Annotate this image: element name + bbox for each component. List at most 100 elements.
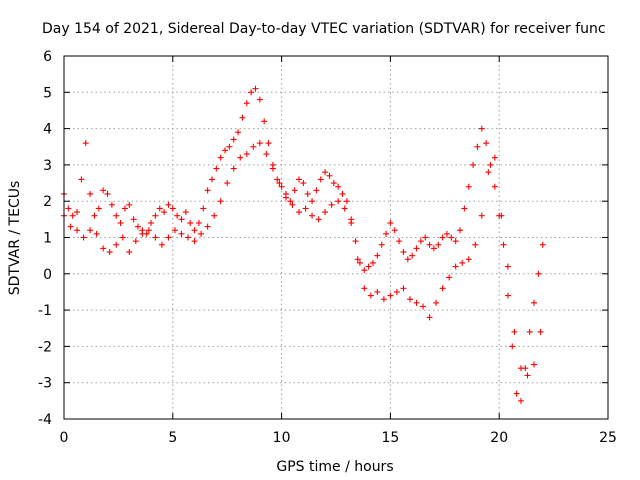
data-point [491,183,498,190]
data-point [485,169,492,176]
data-point [289,201,296,208]
data-point [457,227,464,234]
data-point [504,292,511,299]
data-point [269,165,276,172]
data-point [82,140,89,147]
data-point [296,209,303,216]
data-point [117,219,124,226]
data-point [211,212,218,219]
data-point [148,219,155,226]
data-point [531,361,538,368]
data-point [509,343,516,350]
data-point [348,219,355,226]
data-point [439,285,446,292]
data-point [433,299,440,306]
data-point [263,151,270,158]
data-point [69,212,76,219]
data-point [524,372,531,379]
data-point [204,187,211,194]
data-point [156,205,163,212]
data-point [158,241,165,248]
data-point [335,183,342,190]
data-point [465,256,472,263]
data-point [504,263,511,270]
data-point [452,263,459,270]
data-point [302,205,309,212]
data-point [378,241,385,248]
data-point [367,292,374,299]
y-tick-label: 6 [43,49,52,65]
data-point [409,252,416,259]
data-point [191,227,198,234]
data-point [443,230,450,237]
data-point [248,89,255,96]
data-point [265,140,272,147]
data-point [361,285,368,292]
data-point [517,365,524,372]
data-point [200,205,207,212]
data-point [67,223,74,230]
data-point [182,209,189,216]
data-point [435,241,442,248]
data-point [426,314,433,321]
data-point [374,252,381,259]
x-tick-label: 0 [60,430,69,446]
data-point [517,397,524,404]
data-point [448,234,455,241]
data-point [217,154,224,161]
data-point [132,238,139,245]
data-point [326,172,333,179]
data-point [400,285,407,292]
data-point [404,256,411,263]
data-point [535,270,542,277]
data-point [165,234,172,241]
data-point [100,245,107,252]
data-point [511,328,518,335]
data-point [106,249,113,256]
data-point [174,212,181,219]
data-point [322,209,329,216]
data-point [195,219,202,226]
x-tick-label: 25 [599,430,617,446]
data-point [91,212,98,219]
data-point [483,140,490,147]
data-point [237,154,244,161]
data-point [185,234,192,241]
y-tick-label: 3 [43,158,52,174]
data-point [134,223,141,230]
data-point [178,230,185,237]
data-point [341,205,348,212]
data-point [539,241,546,248]
data-point [335,198,342,205]
data-point [235,129,242,136]
data-point [87,190,94,197]
y-tick-label: -2 [38,339,52,355]
data-point [446,274,453,281]
y-tick-label: -1 [38,303,52,319]
data-point [243,100,250,107]
y-axis-label: SDTVAR / TECUs [7,181,23,296]
data-point [487,161,494,168]
data-point [413,299,420,306]
data-point [113,212,120,219]
data-point [420,303,427,310]
data-point [87,227,94,234]
data-point [354,256,361,263]
data-point [291,187,298,194]
data-point [250,143,257,150]
data-point [126,201,133,208]
data-point [313,187,320,194]
data-point [315,216,322,223]
data-point [74,209,81,216]
data-point [261,118,268,125]
data-point [461,205,468,212]
data-point [187,219,194,226]
data-point [171,227,178,234]
x-tick-label: 5 [168,430,177,446]
data-point [204,223,211,230]
data-point [169,205,176,212]
data-point [152,212,159,219]
data-point [191,238,198,245]
data-point [213,165,220,172]
data-point [224,180,231,187]
